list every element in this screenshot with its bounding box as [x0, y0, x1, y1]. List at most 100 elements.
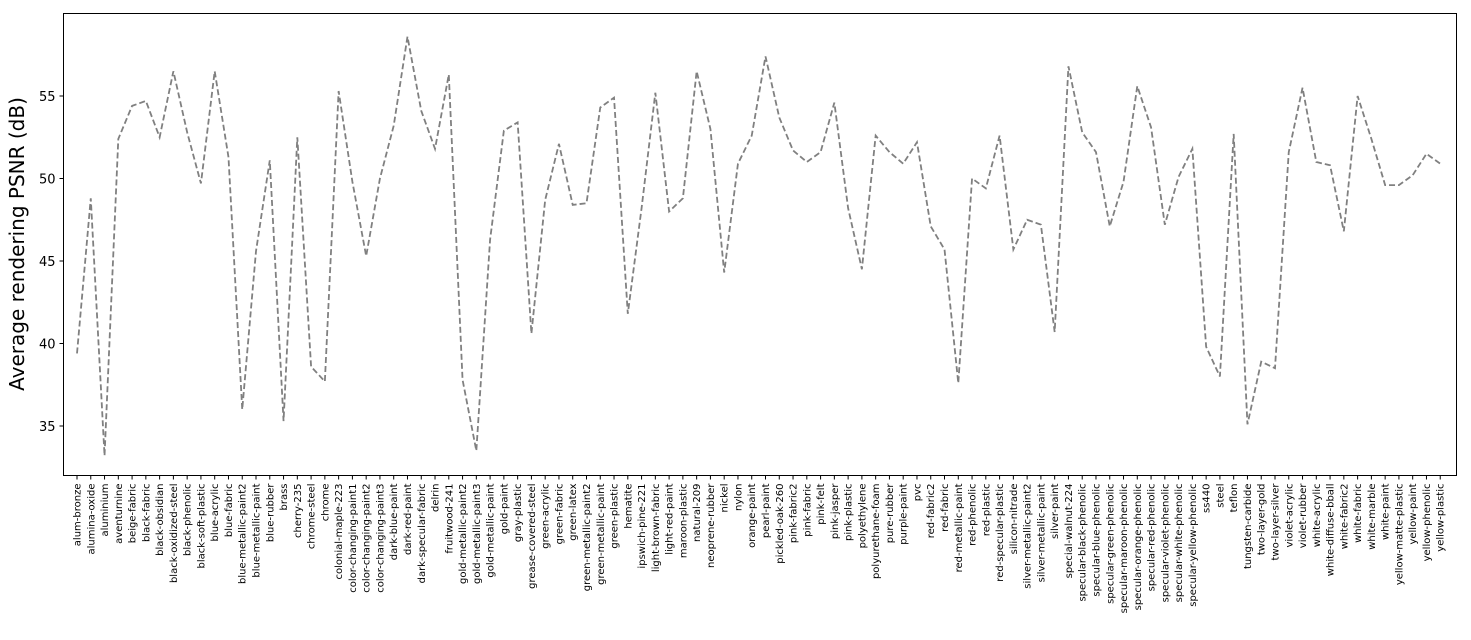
x-tick-label: silver-metallic-paint — [1036, 483, 1047, 582]
x-tick-label: specular-red-phenolic — [1147, 484, 1158, 592]
x-tick-label: dark-specular-fabric — [417, 484, 428, 584]
x-tick-label: red-plastic — [981, 484, 992, 537]
x-tick-label: silver-metallic-paint2 — [1023, 484, 1034, 589]
x-tick-label: pink-felt — [816, 483, 827, 524]
y-tick-label: 40 — [39, 338, 56, 353]
y-tick-label: 50 — [39, 173, 56, 188]
x-tick-label: red-metallic-paint — [954, 483, 965, 572]
x-tick-label: light-brown-fabric — [651, 484, 662, 573]
y-axis-label: Average rendering PSNR (dB) — [5, 97, 29, 391]
x-tick-label: green-plastic — [610, 484, 621, 549]
x-tick-label: red-fabric — [940, 484, 951, 532]
x-tick-label: green-metallic-paint2 — [582, 484, 593, 592]
x-tick-label: pearl-paint — [761, 483, 772, 538]
x-tick-label: black-oxidized-steel — [169, 484, 180, 584]
x-tick-label: blue-fabric — [224, 484, 235, 538]
x-tick-label: specular-black-phenolic — [1078, 484, 1089, 602]
x-tick-label: nickel — [720, 484, 731, 513]
x-tick-label: pink-fabric — [802, 484, 813, 537]
x-tick-label: colonial-maple-223 — [334, 484, 345, 580]
x-tick-label: green-acrylic — [541, 484, 552, 549]
x-tick-label: blue-rubber — [265, 483, 276, 543]
x-tick-label: white-diffuse-bball — [1326, 484, 1337, 577]
x-tick-label: silicon-nitrade — [1009, 484, 1020, 555]
x-tick-label: teflon — [1229, 484, 1240, 513]
y-tick-label: 35 — [39, 420, 56, 435]
x-tick-label: grease-covered-steel — [527, 484, 538, 589]
x-tick-label: specular-blue-phenolic — [1091, 484, 1102, 597]
x-tick-label: aluminium — [100, 484, 111, 537]
x-tick-label: gold-metallic-paint3 — [472, 484, 483, 584]
x-tick-label: red-phenolic — [968, 484, 979, 546]
x-tick-label: blue-acrylic — [210, 484, 221, 542]
x-tick-label: ss440 — [1202, 484, 1213, 514]
x-tick-label: white-acrylic — [1312, 484, 1323, 548]
x-tick-label: specular-orange-phenolic — [1133, 484, 1144, 611]
x-tick-label: yellow-phenolic — [1422, 484, 1433, 562]
x-tick-label: light-red-paint — [665, 483, 676, 554]
x-tick-label: specular-maroon-phenolic — [1119, 484, 1130, 614]
x-tick-label: black-soft-plastic — [196, 484, 207, 569]
x-tick-label: yellow-paint — [1408, 483, 1419, 544]
x-tick-label: polyurethane-foam — [871, 484, 882, 580]
x-tick-label: beige-fabric — [128, 484, 139, 544]
x-tick-label: gray-plastic — [513, 484, 524, 543]
x-tick-label: delrin — [431, 484, 442, 513]
x-tick-label: purple-paint — [899, 483, 910, 544]
x-tick-label: yellow-matte-plastic — [1394, 484, 1405, 586]
x-tick-label: red-fabric2 — [926, 484, 937, 539]
x-tick-label: pickled-oak-260 — [775, 484, 786, 564]
y-tick-label: 55 — [39, 90, 56, 105]
x-tick-label: specular-violet-phenolic — [1160, 484, 1171, 603]
x-tick-label: hematite — [623, 484, 634, 529]
x-tick-label: gold-metallic-paint2 — [458, 484, 469, 584]
x-tick-label: chrome-steel — [307, 484, 318, 550]
psnr-series-line — [76, 36, 1441, 456]
x-tick-label: brass — [279, 484, 290, 511]
y-tick-label: 45 — [39, 255, 56, 270]
x-tick-label: black-phenolic — [183, 484, 194, 557]
x-tick-label: fruitwood-241 — [444, 484, 455, 554]
x-tick-label: color-changing-paint3 — [375, 484, 386, 593]
x-tick-label: blue-metallic-paint — [252, 483, 263, 577]
x-tick-label: white-marble — [1367, 484, 1378, 550]
x-tick-label: two-layer-gold — [1257, 484, 1268, 556]
x-tick-label: color-changing-paint2 — [362, 484, 373, 593]
x-tick-label: maroon-plastic — [678, 484, 689, 559]
x-tick-label: white-fabric2 — [1339, 484, 1350, 550]
x-tick-label: alum-bronze — [73, 484, 84, 547]
x-tick-label: pink-fabric2 — [789, 484, 800, 544]
x-tick-label: yellow-plastic — [1436, 484, 1447, 552]
x-tick-label: chrome — [320, 484, 331, 522]
x-tick-label: special-walnut-224 — [1064, 484, 1075, 579]
x-tick-label: specular-yellow-phenolic — [1188, 484, 1199, 607]
x-tick-label: dark-red-paint — [403, 483, 414, 555]
x-tick-label: blue-metallic-paint2 — [238, 484, 249, 584]
x-tick-label: specular-green-phenolic — [1105, 484, 1116, 604]
x-tick-label: pink-plastic — [844, 484, 855, 542]
x-tick-label: red-specular-plastic — [995, 484, 1006, 582]
x-tick-label: black-fabric — [141, 484, 152, 543]
x-tick-label: green-metallic-paint — [596, 483, 607, 584]
x-tick-label: tungsten-carbide — [1243, 484, 1254, 570]
x-tick-label: specular-white-phenolic — [1174, 484, 1185, 603]
x-tick-label: two-layer-silver — [1270, 483, 1281, 561]
x-tick-label: green-fabric — [554, 484, 565, 545]
x-tick-label: green-latex — [568, 483, 579, 540]
x-tick-label: steel — [1215, 484, 1226, 508]
y-axis: 35 40 45 50 55 — [39, 90, 64, 435]
x-tick-label: aventurnine — [114, 484, 125, 544]
x-axis: alum-bronze alumina-oxide aluminium aventur… — [73, 475, 1447, 614]
x-tick-label: natural-209 — [692, 484, 703, 542]
x-tick-label: alumina-oxide — [86, 484, 97, 555]
x-tick-label: pure-rubber — [885, 483, 896, 544]
x-tick-label: black-obsidian — [155, 484, 166, 556]
x-tick-label: neoprene-rubber — [706, 483, 717, 568]
x-tick-label: cherry-235 — [293, 484, 304, 538]
x-tick-label: color-changing-paint1 — [348, 484, 359, 593]
x-tick-label: silver-paint — [1050, 483, 1061, 539]
x-tick-label: violet-rubber — [1298, 483, 1309, 549]
x-tick-label: gold-metallic-paint — [486, 483, 497, 577]
x-tick-label: gold-paint — [499, 483, 510, 534]
